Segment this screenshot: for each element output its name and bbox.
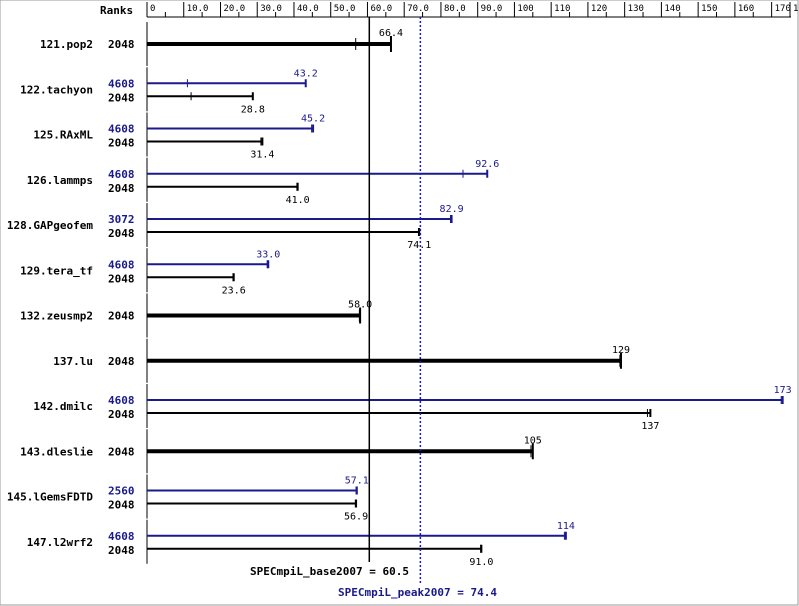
- base-ranks-label: 2048: [108, 137, 135, 150]
- x-tick-label: 80.0: [444, 4, 466, 14]
- base-ranks-label: 2048: [108, 544, 135, 557]
- x-tick-label: 120: [591, 4, 607, 14]
- peak-value-label: 43.2: [294, 68, 318, 79]
- benchmark-name: 125.RAxML: [33, 129, 93, 142]
- peak-value-label: 92.6: [475, 159, 499, 170]
- base-value-label: 129: [612, 345, 630, 356]
- base-value-label: 41.0: [286, 195, 310, 206]
- benchmark-name: 121.pop2: [40, 38, 93, 51]
- base-value-label: 23.6: [222, 285, 246, 296]
- peak-ranks-label: 4608: [108, 394, 135, 407]
- benchmark-name: 143.dleslie: [20, 445, 93, 458]
- peak-ranks-label: 4608: [108, 530, 135, 543]
- x-tick-label: 30.0: [260, 4, 282, 14]
- base-ranks-label: 2048: [108, 91, 135, 104]
- base-ranks-label: 2048: [108, 499, 135, 512]
- ranks-header: Ranks: [100, 4, 133, 17]
- benchmark-name: 129.tera_tf: [20, 264, 93, 277]
- benchmark-row: 132.zeusmp2 2048 58.0: [20, 293, 372, 338]
- x-tick-label: 20.0: [223, 4, 245, 14]
- base-value-label: 137: [641, 421, 659, 432]
- benchmark-row: 143.dleslie 2048 105: [20, 429, 542, 474]
- x-tick-label: 160: [738, 4, 754, 14]
- base-ranks-label: 2048: [108, 445, 135, 458]
- x-tick-label: 0: [150, 4, 155, 14]
- x-tick-label: 10.0: [187, 4, 209, 14]
- benchmark-name: 122.tachyon: [20, 83, 93, 96]
- x-tick-label: 110: [554, 4, 570, 14]
- base-summary-label: SPECmpiL_base2007 = 60.5: [250, 565, 409, 578]
- peak-ranks-label: 2560: [108, 485, 135, 498]
- base-value-label: 66.4: [379, 28, 403, 39]
- x-tick-label: 170: [775, 4, 791, 14]
- peak-ranks-label: 4608: [108, 168, 135, 181]
- x-tick-label: 130: [628, 4, 644, 14]
- benchmark-name: 147.l2wrf2: [27, 536, 93, 549]
- benchmark-name: 142.dmilc: [33, 400, 93, 413]
- x-tick-label: 150: [701, 4, 717, 14]
- benchmark-name: 145.lGemsFDTD: [7, 491, 93, 504]
- x-tick-label: 50.0: [334, 4, 356, 14]
- peak-value-label: 82.9: [440, 204, 464, 215]
- base-ranks-label: 2048: [108, 272, 135, 285]
- peak-value-label: 45.2: [301, 114, 325, 125]
- x-tick-label: 70.0: [407, 4, 429, 14]
- x-tick-label: 100: [517, 4, 533, 14]
- peak-value-label: 33.0: [256, 249, 280, 260]
- x-tick-label: 140: [664, 4, 680, 14]
- peak-value-label: 57.1: [345, 476, 369, 487]
- peak-ranks-label: 4608: [108, 258, 135, 271]
- benchmark-row: 137.lu 2048 129: [53, 338, 630, 383]
- x-tick-label: 40.0: [297, 4, 319, 14]
- base-value-label: 31.4: [250, 150, 274, 161]
- x-tick-label: 60.0: [370, 4, 392, 14]
- benchmark-row: 121.pop2 2048 66.4: [40, 22, 403, 66]
- benchmark-name: 128.GAPgeofem: [7, 219, 93, 232]
- base-value-label: 58.0: [348, 300, 372, 311]
- base-value-label: 74.1: [407, 240, 431, 251]
- peak-ranks-label: 4608: [108, 77, 135, 90]
- benchmark-name: 126.lammps: [27, 174, 93, 187]
- base-ranks-label: 2048: [108, 408, 135, 421]
- peak-value-label: 114: [557, 521, 575, 532]
- base-ranks-label: 2048: [108, 182, 135, 195]
- base-value-label: 105: [524, 435, 542, 446]
- x-tick-label: 90.0: [481, 4, 503, 14]
- peak-summary-label: SPECmpiL_peak2007 = 74.4: [338, 586, 497, 599]
- peak-ranks-label: 4608: [108, 123, 135, 136]
- benchmark-name: 137.lu: [53, 355, 93, 368]
- base-ranks-label: 2048: [108, 227, 135, 240]
- x-tick-label: 175: [793, 4, 799, 14]
- mean-lines: SPECmpiL_base2007 = 60.5 SPECmpiL_peak200…: [250, 17, 497, 599]
- base-ranks-label: 2048: [108, 310, 135, 323]
- benchmark-name: 132.zeusmp2: [20, 310, 93, 323]
- base-value-label: 56.9: [344, 512, 368, 523]
- peak-ranks-label: 3072: [108, 213, 135, 226]
- axis-layer: Ranks 0 10.0 20.0 30.0 40.0 50.0 60.0 70.0 80.0 90…: [100, 2, 799, 18]
- peak-value-label: 173: [774, 385, 792, 396]
- base-ranks-label: 2048: [108, 355, 135, 368]
- base-value-label: 28.8: [241, 104, 265, 115]
- base-value-label: 91.0: [469, 557, 493, 568]
- base-ranks-label: 2048: [108, 38, 135, 51]
